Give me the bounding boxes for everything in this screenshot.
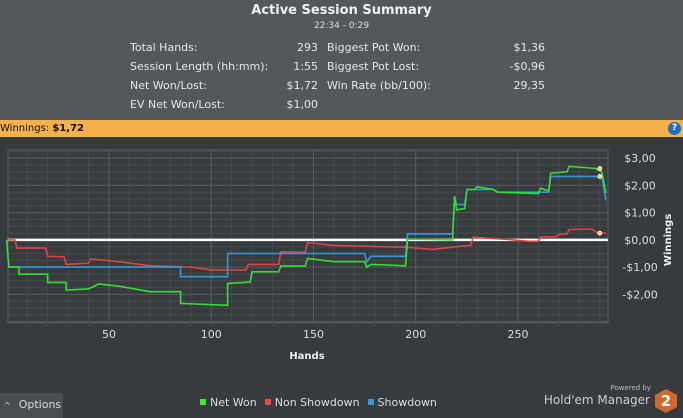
stat-value: $1,00 [286, 98, 319, 111]
legend: Net Won Non Showdown Showdown [200, 396, 437, 409]
stat-label: Net Won/Lost: [130, 79, 207, 92]
y-tick-label: -$1,00 [622, 261, 657, 274]
y-tick-label: -$2,00 [622, 288, 657, 301]
legend-swatch [200, 399, 206, 405]
hm2-logo: 2 [655, 389, 677, 413]
stat-value: 293 [297, 41, 318, 54]
x-axis-title: Hands [289, 351, 325, 362]
winnings-bar: Winnings: $1,72 ? [0, 120, 683, 137]
series-end-marker [597, 174, 603, 179]
stat-value: $1,72 [286, 79, 319, 92]
legend-label: Showdown [377, 396, 437, 409]
stat-value: $1,36 [513, 41, 546, 54]
summary-time-range: 22:34 - 0:29 [313, 21, 370, 31]
options-button[interactable]: ^ Options [0, 393, 63, 418]
help-icon[interactable]: ? [668, 122, 681, 135]
y-tick-label: $3,00 [624, 152, 656, 165]
series-end-marker [597, 166, 603, 171]
y-tick-label: $0,00 [624, 234, 656, 247]
non-showdown-line [6, 228, 606, 271]
y-tick-label: $1,00 [624, 207, 656, 220]
legend-label: Non Showdown [274, 396, 360, 409]
stat-label: Session Length (hh:mm): [130, 60, 269, 73]
y-axis-title: Winnings [663, 214, 674, 266]
brand-name: Hold'em Manager [543, 393, 650, 407]
winnings-label: Winnings: [0, 123, 50, 134]
winnings-chart: 50 100 150 200 250 $3,00 $2,00 $1,00 $0,00 -$1,00… [6, 149, 674, 341]
x-tick-label: 200 [405, 328, 426, 341]
x-tick-label: 100 [201, 328, 222, 341]
x-tick-label: 250 [508, 328, 529, 341]
legend-label: Net Won [210, 396, 257, 409]
showdown-line [6, 175, 607, 278]
chevron-up-icon: ^ [4, 401, 11, 410]
net-won-line [6, 165, 607, 307]
stat-label: Biggest Pot Won: [327, 41, 421, 54]
stat-label: Win Rate (bb/100): [327, 79, 431, 92]
series-end-marker [597, 230, 603, 236]
legend-swatch [367, 399, 374, 405]
stat-label: EV Net Won/Lost: [130, 98, 225, 111]
stat-label: Total Hands: [130, 41, 198, 54]
x-tick-label: 150 [303, 328, 324, 341]
legend-item-non-showdown[interactable]: Non Showdown [264, 396, 360, 409]
y-tick-label: $2,00 [624, 179, 656, 192]
stat-value: 1:55 [293, 60, 318, 73]
legend-swatch [264, 399, 271, 405]
session-summary: Active Session Summary 22:34 - 0:29 Tota… [0, 0, 683, 120]
stat-value: -$0,96 [509, 60, 545, 73]
stat-value: 29,35 [513, 79, 546, 92]
powered-by: Powered by [610, 384, 651, 392]
stat-label: Biggest Pot Lost: [327, 60, 420, 73]
winnings-value: $1,72 [52, 123, 84, 134]
legend-item-showdown[interactable]: Showdown [367, 396, 437, 409]
options-label: Options [18, 398, 62, 411]
x-tick-label: 50 [102, 328, 116, 341]
summary-title: Active Session Summary [251, 3, 432, 18]
legend-item-net-won[interactable]: Net Won [200, 396, 257, 409]
